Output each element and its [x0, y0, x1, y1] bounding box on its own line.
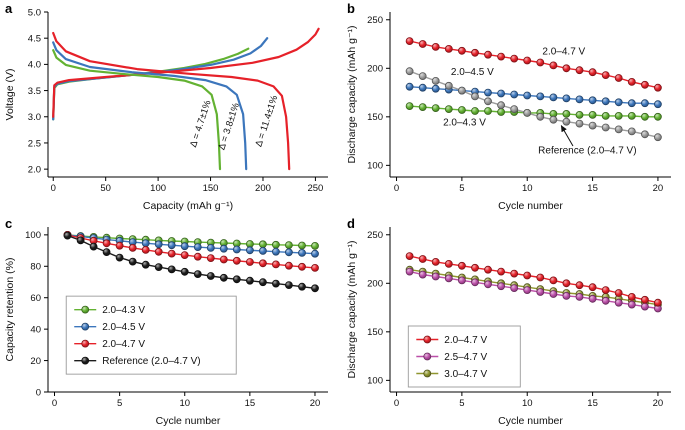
svg-text:15: 15 [587, 398, 598, 409]
svg-text:10: 10 [179, 398, 190, 409]
svg-text:20: 20 [653, 183, 664, 194]
svg-text:2.0–4.3 V: 2.0–4.3 V [102, 305, 145, 316]
svg-text:Reference (2.0–4.7 V): Reference (2.0–4.7 V) [102, 356, 200, 367]
svg-text:5.0: 5.0 [28, 7, 41, 18]
panel-d-chart: 0 5 10 15 20 100 150 200 250 Cycle number Discharg… [346, 227, 671, 427]
svg-text:Cycle number: Cycle number [156, 415, 221, 427]
svg-text:100: 100 [150, 183, 166, 194]
svg-text:5: 5 [117, 398, 122, 409]
svg-text:Δ = 3.8±1%: Δ = 3.8±1% [216, 101, 242, 151]
svg-text:4.0: 4.0 [28, 60, 41, 71]
panel-c-chart: 0 5 10 15 20 0 20 40 60 80 100 Cycle number Capacity… [4, 227, 328, 427]
svg-text:40: 40 [30, 324, 41, 335]
svg-text:2.0–4.3 V: 2.0–4.3 V [443, 118, 486, 129]
panel-d: d 0 5 10 15 20 100 150 200 250 Cycle number Discha… [342, 215, 685, 430]
panel-b: b 0 5 10 15 20 100 150 200 250 Cycle number Discha… [342, 0, 685, 215]
panel-a-chart: 0 50 100 150 200 250 2.0 2.5 3.0 3.5 4.0 4.5 5.0 Capa… [4, 7, 328, 212]
svg-text:Reference (2.0–4.7 V): Reference (2.0–4.7 V) [538, 146, 636, 157]
svg-text:0: 0 [36, 387, 41, 398]
panel-b-label: b [347, 1, 355, 16]
svg-text:150: 150 [367, 327, 383, 338]
svg-text:100: 100 [367, 161, 383, 172]
svg-text:15: 15 [245, 398, 256, 409]
svg-text:3.0: 3.0 [28, 112, 41, 123]
svg-text:15: 15 [587, 183, 598, 194]
svg-text:Capacity retention (%): Capacity retention (%) [4, 258, 16, 362]
svg-text:20: 20 [310, 398, 321, 409]
svg-text:Discharge capacity (mAh g⁻¹): Discharge capacity (mAh g⁻¹) [346, 25, 358, 163]
svg-text:Cycle number: Cycle number [498, 415, 563, 427]
svg-text:3.0–4.7 V: 3.0–4.7 V [444, 369, 487, 380]
svg-text:0: 0 [394, 183, 399, 194]
svg-text:2.0–4.5 V: 2.0–4.5 V [451, 67, 494, 78]
svg-text:5: 5 [459, 398, 464, 409]
svg-text:100: 100 [25, 230, 41, 241]
svg-text:20: 20 [30, 356, 41, 367]
svg-text:2.0–4.7 V: 2.0–4.7 V [444, 335, 487, 346]
svg-text:250: 250 [367, 230, 383, 241]
svg-text:50: 50 [100, 183, 111, 194]
svg-text:10: 10 [522, 398, 533, 409]
svg-text:200: 200 [255, 183, 271, 194]
svg-text:150: 150 [203, 183, 219, 194]
svg-text:Voltage (V): Voltage (V) [4, 69, 16, 121]
panel-a: a 0 50 100 150 200 250 2.0 2.5 3.0 3.5 4.0 4.5 5.0 Ca… [0, 0, 342, 215]
svg-text:2.0–4.7 V: 2.0–4.7 V [542, 47, 585, 58]
svg-text:200: 200 [367, 279, 383, 290]
panel-c-label: c [5, 216, 13, 231]
svg-text:20: 20 [653, 398, 664, 409]
svg-text:150: 150 [367, 112, 383, 123]
svg-text:Cycle number: Cycle number [498, 200, 563, 212]
svg-text:3.5: 3.5 [28, 86, 41, 97]
svg-text:2.0: 2.0 [28, 164, 41, 175]
svg-text:2.0–4.5 V: 2.0–4.5 V [102, 322, 145, 333]
svg-text:10: 10 [522, 183, 533, 194]
svg-text:0: 0 [51, 183, 56, 194]
svg-text:100: 100 [367, 376, 383, 387]
svg-text:80: 80 [30, 262, 41, 273]
svg-text:0: 0 [52, 398, 57, 409]
svg-text:5: 5 [459, 183, 464, 194]
svg-text:200: 200 [367, 64, 383, 75]
svg-text:Δ = 4.7±1%: Δ = 4.7±1% [188, 98, 214, 148]
svg-text:0: 0 [394, 398, 399, 409]
svg-text:250: 250 [367, 15, 383, 26]
svg-text:250: 250 [307, 183, 323, 194]
svg-text:2.5: 2.5 [28, 138, 41, 149]
svg-text:2.5–4.7 V: 2.5–4.7 V [444, 352, 487, 363]
panel-c: c 0 5 10 15 20 0 20 40 60 80 100 Cycle number Capaci… [0, 215, 342, 430]
svg-text:2.0–4.7 V: 2.0–4.7 V [102, 339, 145, 350]
svg-text:Δ = 11.4±1%: Δ = 11.4±1% [253, 94, 280, 149]
svg-text:Discharge capacity (mAh g⁻¹): Discharge capacity (mAh g⁻¹) [346, 240, 358, 378]
svg-text:4.5: 4.5 [28, 33, 41, 44]
panel-b-chart: 0 5 10 15 20 100 150 200 250 Cycle number Discharg… [346, 12, 671, 212]
panel-a-label: a [5, 1, 13, 16]
svg-text:Capacity (mAh g⁻¹): Capacity (mAh g⁻¹) [143, 200, 233, 212]
panel-d-label: d [347, 216, 355, 231]
svg-text:60: 60 [30, 293, 41, 304]
